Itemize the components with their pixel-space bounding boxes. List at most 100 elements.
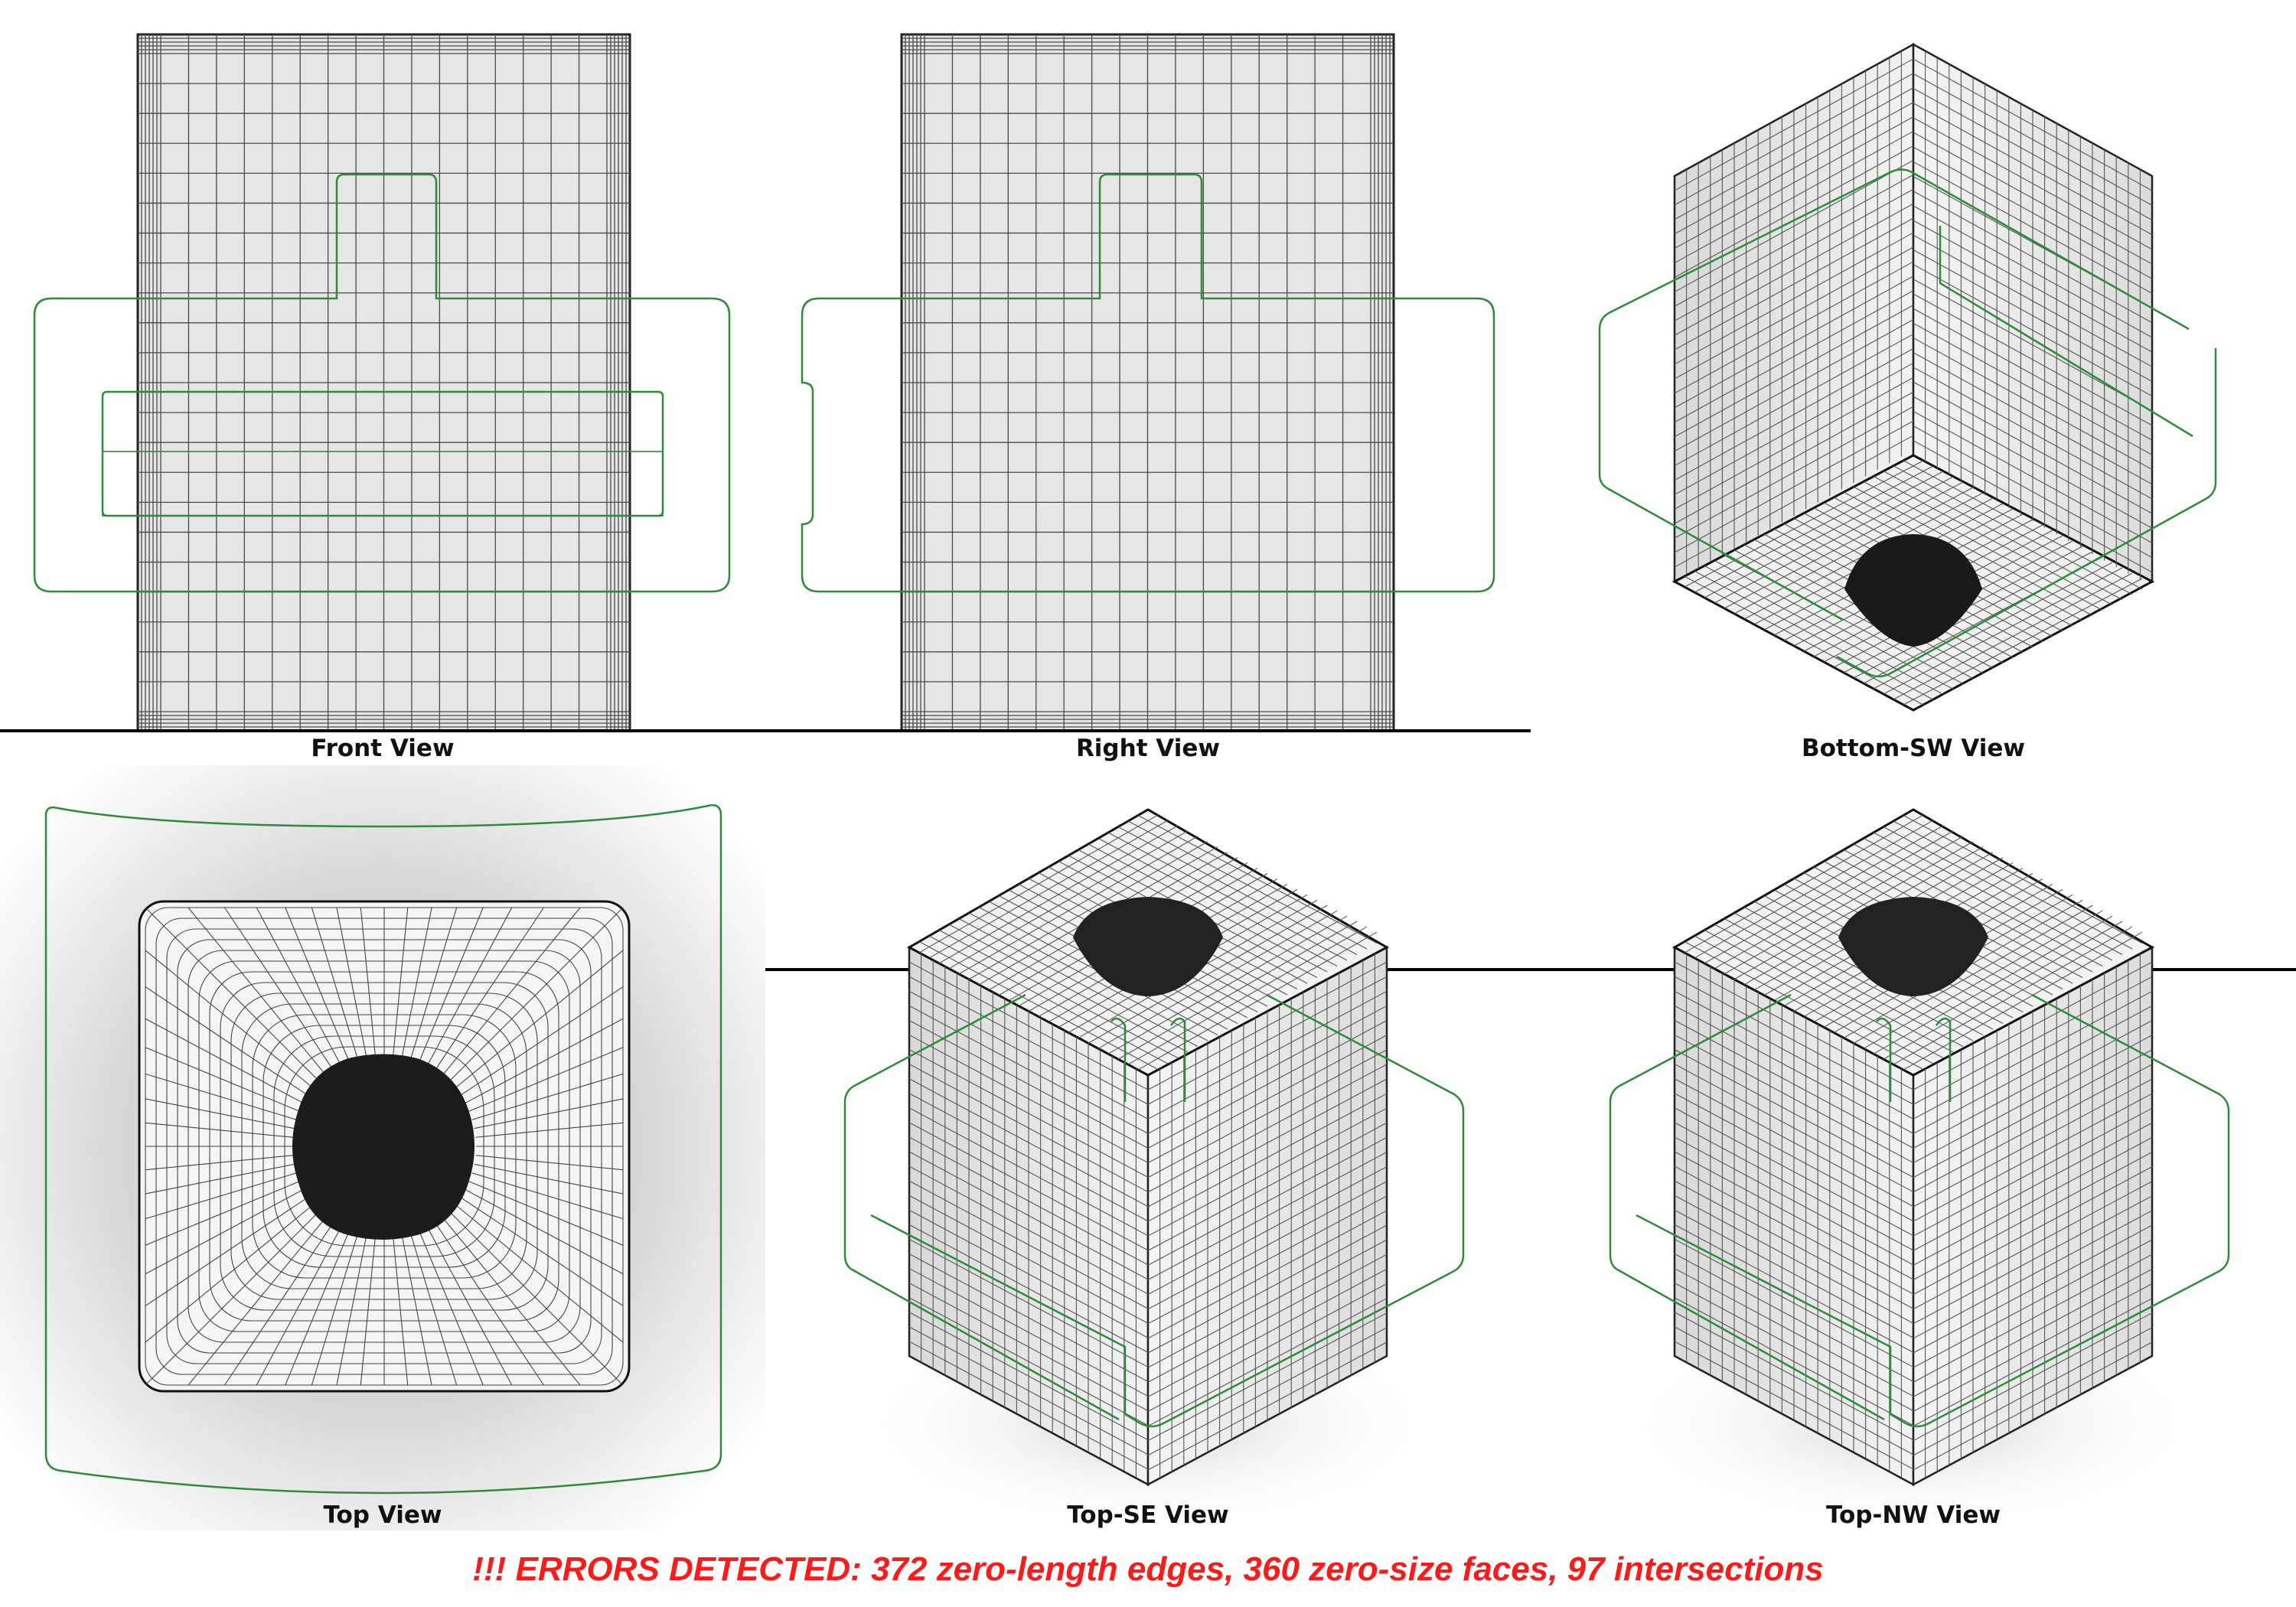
mesh-line xyxy=(285,907,350,1062)
mesh-line xyxy=(1147,1049,1388,1178)
mesh-line xyxy=(1147,1136,1388,1266)
mesh-line xyxy=(1913,88,2153,221)
mesh-line xyxy=(1853,551,2093,679)
mesh-line xyxy=(1883,567,2123,695)
mesh-line xyxy=(1674,102,1914,235)
mesh-line xyxy=(1147,1181,1388,1310)
mesh-line xyxy=(1674,1019,1914,1149)
mesh-line xyxy=(1674,116,1914,249)
mesh-line xyxy=(1913,293,2153,426)
mesh-line xyxy=(1913,1035,2153,1164)
mesh-line xyxy=(1913,990,2153,1120)
mesh-line xyxy=(145,1122,293,1138)
mesh-line xyxy=(1913,1136,2153,1266)
mesh-line xyxy=(1674,145,1914,278)
mesh-line xyxy=(908,1312,1149,1441)
mesh-line xyxy=(1674,131,1914,264)
mesh-line xyxy=(1674,1195,1914,1324)
mesh-line xyxy=(908,1253,1149,1382)
mesh-line xyxy=(1903,931,2143,1071)
mesh-line xyxy=(455,1204,624,1343)
mesh-line xyxy=(1674,348,1914,481)
mesh-line xyxy=(1674,376,1914,510)
mesh-line xyxy=(1913,352,2153,485)
top-se-view-panel: Top-SE View xyxy=(765,808,1531,1530)
mesh-line xyxy=(1913,961,2153,1090)
mesh-line xyxy=(1147,1210,1388,1339)
mesh-line xyxy=(1913,103,2153,236)
mesh-line xyxy=(471,1172,624,1220)
mesh-line xyxy=(1147,961,1388,1090)
mesh-line xyxy=(1674,1151,1914,1280)
mesh-line xyxy=(1913,410,2153,543)
mesh-line xyxy=(465,1189,624,1275)
mesh-line xyxy=(1913,425,2153,559)
mesh-line xyxy=(1714,476,1954,604)
mesh-line xyxy=(1674,261,1914,394)
mesh-line xyxy=(1913,161,2153,294)
mesh-line xyxy=(908,1238,1149,1367)
mesh-line xyxy=(1913,191,2153,324)
mesh-line xyxy=(1724,836,1964,975)
mesh-line xyxy=(1913,264,2153,397)
mesh-line xyxy=(908,1180,1149,1309)
mesh-line xyxy=(1674,961,1914,1090)
mesh-line xyxy=(1117,921,1358,1060)
mesh-line xyxy=(908,990,1149,1120)
mesh-line xyxy=(145,1163,295,1195)
mesh-line xyxy=(1097,910,1338,1049)
front-mesh-grid xyxy=(138,34,630,731)
top-view-label: Top View xyxy=(323,1501,442,1529)
mesh-line xyxy=(419,907,484,1062)
mesh-line xyxy=(1893,572,2133,700)
mesh-line xyxy=(1674,174,1914,307)
mesh-line xyxy=(1674,305,1914,438)
mesh-line xyxy=(393,1237,409,1386)
mesh-line xyxy=(908,1093,1149,1222)
mesh-line xyxy=(1913,1064,2153,1193)
mesh-line xyxy=(360,1237,376,1386)
top-nw-view-label: Top-NW View xyxy=(1826,1501,2001,1529)
mesh-line xyxy=(393,907,409,1055)
mesh-line xyxy=(145,1204,314,1343)
mesh-line xyxy=(401,1236,432,1386)
mesh-line xyxy=(1913,1078,2153,1208)
mesh-line xyxy=(1913,1239,2153,1368)
mesh-line xyxy=(145,986,308,1096)
mesh-line xyxy=(1913,58,2153,191)
mesh-line xyxy=(1674,275,1914,409)
mesh-line xyxy=(1674,1238,1914,1367)
mesh-line xyxy=(1674,990,1914,1120)
mesh-line xyxy=(1913,322,2153,455)
mesh-line xyxy=(1704,471,1944,598)
mesh-line xyxy=(1147,1341,1388,1471)
mesh-line xyxy=(145,1018,304,1103)
mesh-line xyxy=(1147,1035,1388,1164)
mesh-line xyxy=(1674,1078,1914,1208)
mesh-line xyxy=(1913,1122,2153,1251)
mesh-line xyxy=(1088,905,1328,1044)
mesh-line xyxy=(1674,1326,1914,1455)
mesh-line xyxy=(145,1098,295,1129)
top-se-mesh-grid xyxy=(908,814,1388,1478)
mesh-line xyxy=(455,950,624,1089)
mesh-line xyxy=(1674,1268,1914,1397)
mesh-line xyxy=(1674,217,1914,350)
mesh-line xyxy=(285,1231,350,1386)
mesh-line xyxy=(1853,905,2093,1044)
mesh-line xyxy=(468,1047,624,1112)
mesh-line xyxy=(1913,1253,2153,1383)
mesh-line xyxy=(1913,1224,2153,1354)
bottom-sw-view-panel: Bottom-SW View xyxy=(1598,42,2217,762)
mesh-line xyxy=(1674,1312,1914,1441)
mesh-line xyxy=(1913,1312,2153,1442)
mesh-line xyxy=(224,907,334,1071)
mesh-line xyxy=(145,1155,293,1171)
mesh-line xyxy=(1147,976,1388,1105)
top-se-hole xyxy=(1073,897,1223,996)
mesh-line xyxy=(145,1211,320,1386)
mesh-line xyxy=(1913,1195,2153,1325)
mesh-line xyxy=(908,961,1149,1090)
mesh-line xyxy=(1733,841,1974,980)
